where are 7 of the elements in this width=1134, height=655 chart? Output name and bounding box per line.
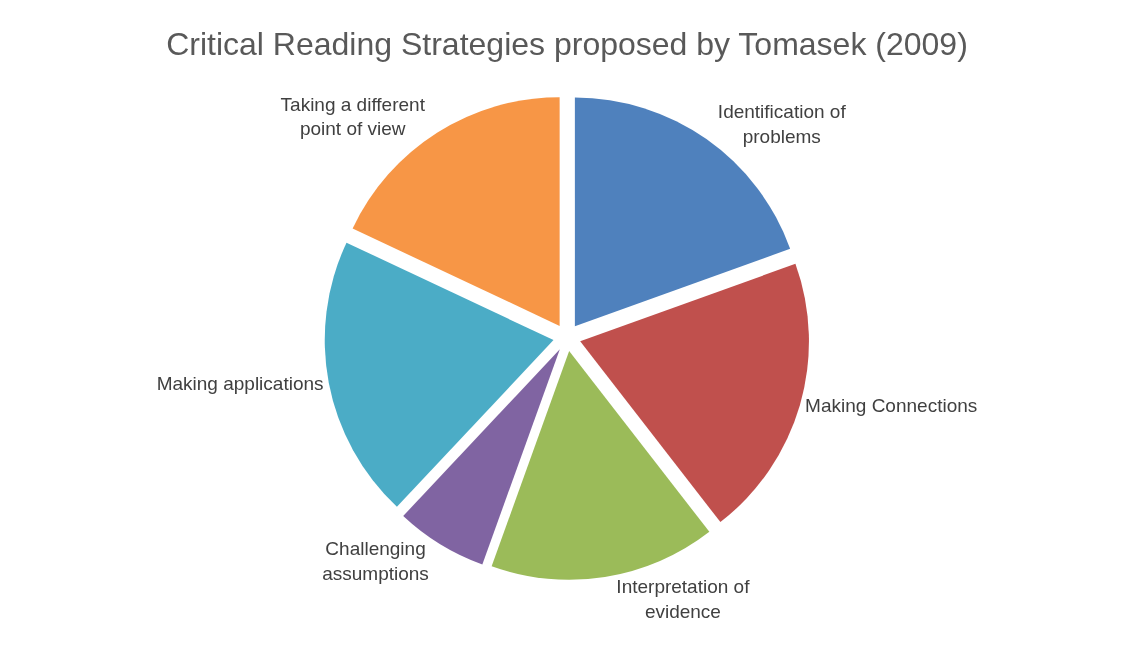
slice-label: Making applications <box>156 372 324 394</box>
slice-label: Interpretation of evidence <box>616 576 751 623</box>
chart-title: Critical Reading Strategies proposed by Tomasek (2009) <box>166 26 968 63</box>
slice-label: Challenging assumptions <box>322 538 429 584</box>
slice-label: Taking a different point of view <box>280 93 426 140</box>
slice-label: Making Connections <box>805 395 978 417</box>
slice-label: Identification of problems <box>717 100 847 147</box>
